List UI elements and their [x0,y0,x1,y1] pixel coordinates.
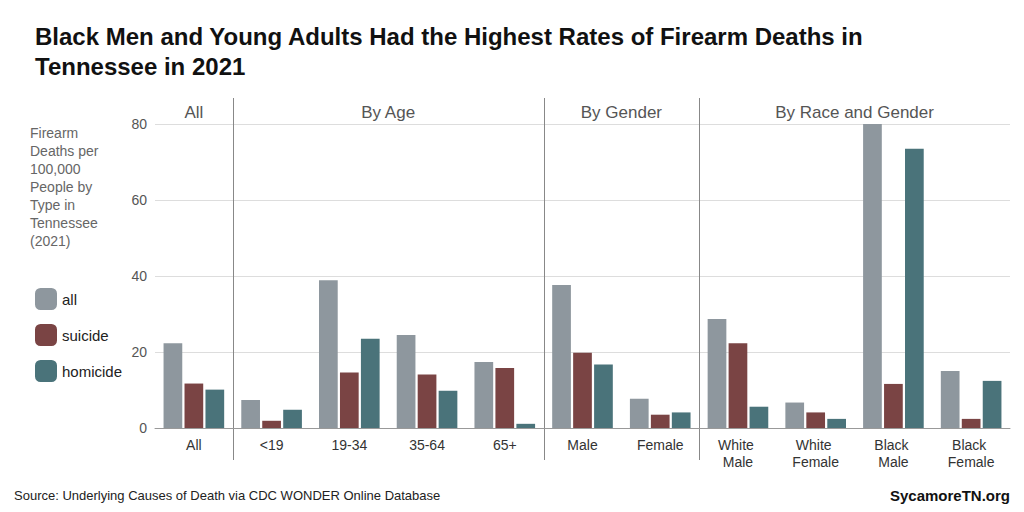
svg-text:All: All [186,437,202,453]
svg-text:SycamoreTN.org: SycamoreTN.org [890,487,1010,504]
svg-text:Male: Male [878,454,909,470]
svg-text:40: 40 [131,268,147,284]
svg-text:35-64: 35-64 [409,437,445,453]
svg-text:all: all [62,291,77,308]
svg-text:100,000: 100,000 [30,161,85,177]
svg-text:All: All [184,103,203,122]
svg-text:<19: <19 [260,437,284,453]
svg-text:Tennessee: Tennessee [30,215,102,231]
svg-text:Source: Underlying Causes of D: Source: Underlying Causes of Death via C… [14,488,440,503]
svg-text:White: White [718,437,758,453]
svg-text:Black: Black [952,437,990,453]
svg-text:Firearm: Firearm [30,125,82,141]
svg-text:By Age: By Age [361,103,415,122]
svg-text:Type in: Type in [30,197,79,213]
svg-text:Black Men and Young Adults Had: Black Men and Young Adults Had the Highe… [35,23,869,50]
svg-text:19-34: 19-34 [331,437,367,453]
svg-text:Female: Female [792,454,839,470]
svg-text:60: 60 [131,192,147,208]
svg-text:Female: Female [637,437,684,453]
svg-text:homicide: homicide [62,363,122,380]
svg-text:Deaths per: Deaths per [30,143,102,159]
svg-text:People by: People by [30,179,96,195]
svg-text:White: White [796,437,836,453]
svg-text:65+: 65+ [493,437,517,453]
svg-text:Male: Male [567,437,598,453]
svg-text:(2021): (2021) [30,233,70,249]
svg-text:Male: Male [723,454,754,470]
svg-text:By Race and Gender: By Race and Gender [775,103,934,122]
svg-text:0: 0 [139,420,147,436]
svg-text:By Gender: By Gender [581,103,663,122]
svg-text:suicide: suicide [62,327,109,344]
svg-text:80: 80 [131,116,147,132]
svg-text:20: 20 [131,344,147,360]
svg-text:Black: Black [874,437,912,453]
svg-text:Female: Female [948,454,995,470]
svg-text:Tennessee in 2021: Tennessee in 2021 [35,53,245,80]
